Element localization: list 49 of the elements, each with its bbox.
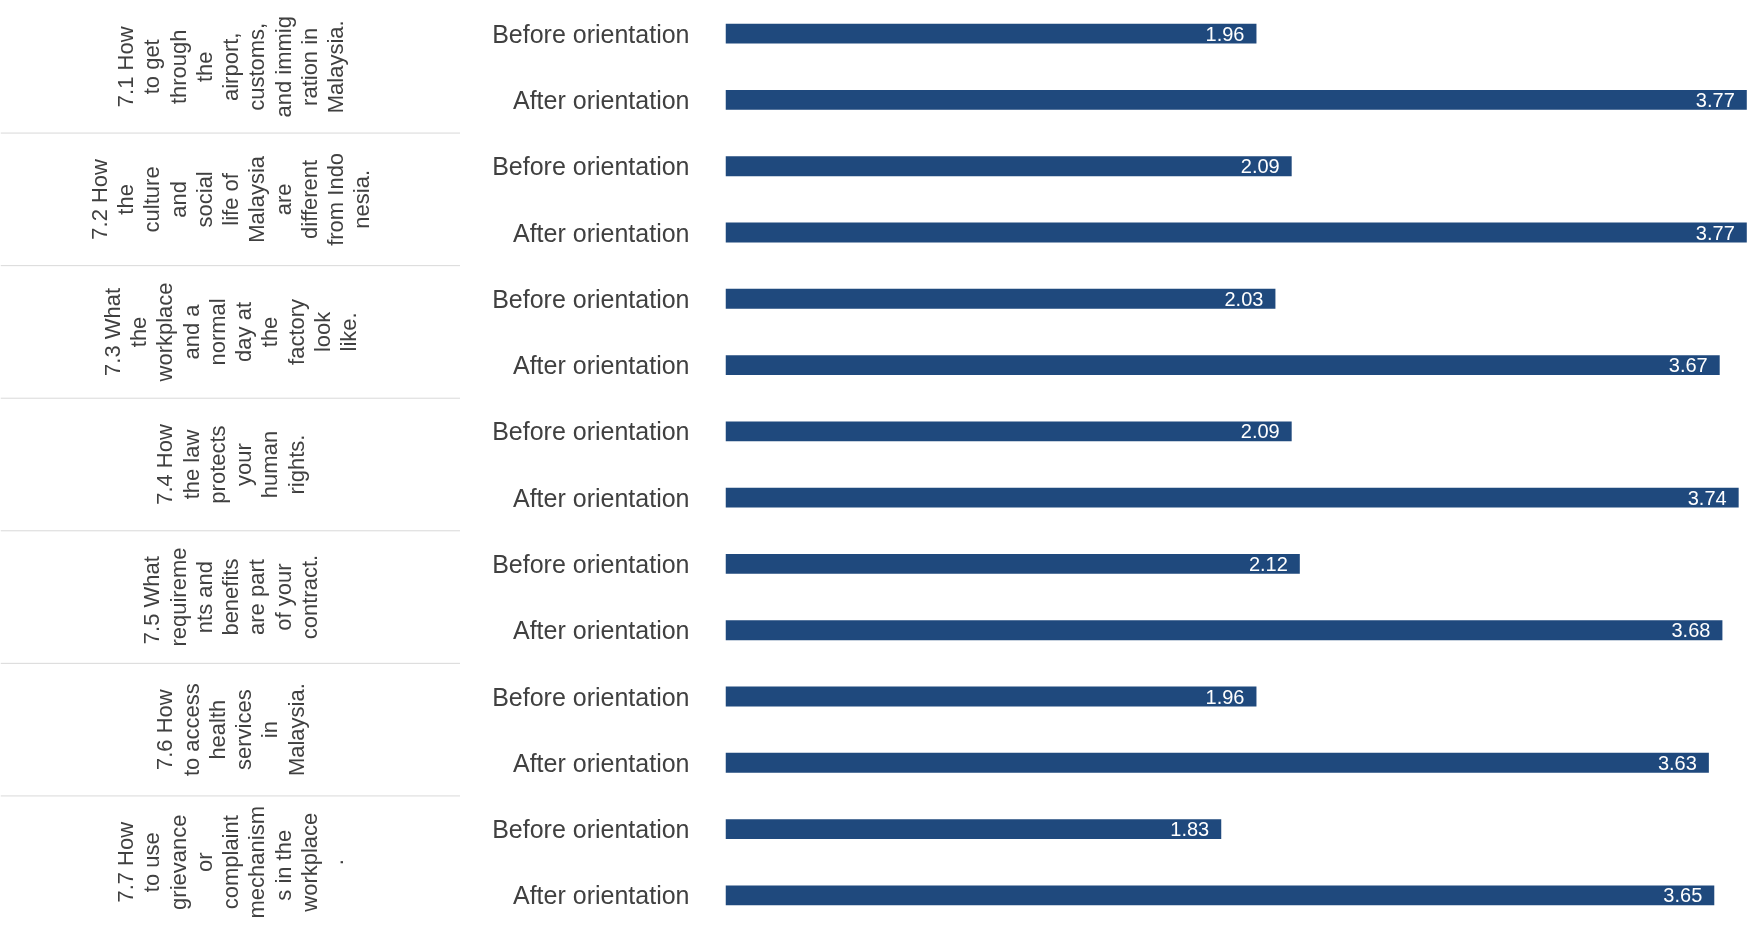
bar	[725, 553, 1300, 574]
data-label: 3.77	[1695, 221, 1735, 244]
bar	[725, 355, 1720, 376]
y-tick-label: After orientation	[513, 616, 690, 645]
bar	[725, 222, 1747, 243]
bar	[725, 421, 1292, 442]
y-tick-label: After orientation	[513, 748, 690, 777]
data-label: 3.74	[1687, 486, 1727, 509]
data-label: 3.68	[1671, 619, 1711, 642]
data-label: 2.09	[1240, 420, 1280, 443]
text: 7.4 How the law protects your human rights.	[152, 424, 309, 505]
y-tick-label: After orientation	[513, 85, 690, 114]
bar	[725, 819, 1222, 840]
y-tick-label: Before orientation	[492, 815, 690, 844]
data-label: 3.77	[1695, 88, 1735, 111]
y-tick-label: Before orientation	[492, 682, 690, 711]
y-tick-label: Before orientation	[492, 284, 690, 313]
text: 7.2 How the culture and social life of Malaysia are different from Indonesia.	[86, 152, 375, 246]
y-tick-label: Before orientation	[492, 417, 690, 446]
bar	[725, 686, 1257, 707]
bar	[725, 885, 1715, 906]
y-tick-label: Before orientation	[492, 549, 690, 578]
data-label: 2.12	[1248, 552, 1288, 575]
text: 7.1 How to get through the airport, customs, and immigration in Malaysia.	[113, 16, 348, 118]
bar	[725, 288, 1276, 309]
y-tick-label: After orientation	[513, 881, 690, 910]
bar	[725, 487, 1739, 508]
data-label: 1.83	[1170, 818, 1210, 841]
data-label: 2.09	[1240, 155, 1280, 178]
y-tick-label: After orientation	[513, 351, 690, 380]
data-label: 2.03	[1224, 287, 1264, 310]
data-label: 3.63	[1657, 751, 1697, 774]
text: 7.5 What requirements and benefits are part of your contract.	[139, 547, 322, 647]
bar	[725, 156, 1292, 177]
y-tick-label: Before orientation	[492, 19, 690, 48]
y-tick-label: Before orientation	[492, 152, 690, 181]
y-tick-label: After orientation	[513, 218, 690, 247]
data-label: 1.96	[1205, 685, 1245, 708]
bar	[725, 23, 1257, 44]
data-label: 1.96	[1205, 22, 1245, 45]
text: 7.7 How to use grievance or complaint mechanisms in the workplace.	[113, 805, 348, 919]
data-label: 3.65	[1663, 884, 1703, 907]
data-label: 3.67	[1668, 354, 1708, 377]
bar	[725, 89, 1747, 110]
bar	[725, 620, 1723, 641]
bar	[725, 752, 1709, 773]
text: 7.6 How to access health services in Malaysia.	[152, 683, 309, 777]
y-tick-label: After orientation	[513, 483, 690, 512]
text: 7.3 What the workplace and a normal day at the factory look like.	[99, 282, 362, 382]
